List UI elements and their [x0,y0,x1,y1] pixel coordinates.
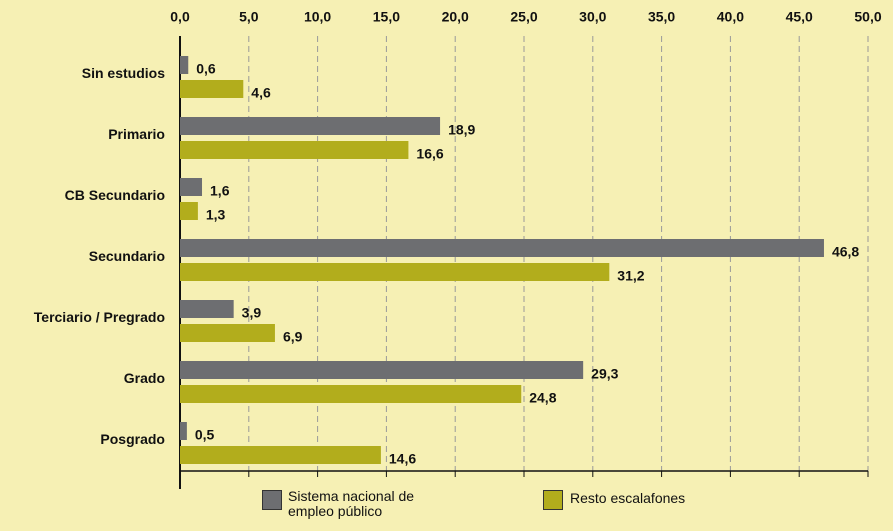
category-label: Grado [124,370,165,386]
x-tick-label: 10,0 [304,9,331,25]
x-tick-label: 20,0 [442,9,469,25]
category-label: Sin estudios [82,65,165,81]
x-tick-label: 40,0 [717,9,744,25]
data-label: 3,9 [242,305,262,321]
bar [180,117,441,135]
x-tick-label: 5,0 [239,9,259,25]
bar [180,300,234,318]
bar [180,239,824,257]
data-label: 1,6 [210,183,230,199]
data-label: 14,6 [389,451,416,467]
bar [180,361,584,379]
data-label: 1,3 [206,207,226,223]
x-tick-label: 25,0 [510,9,537,25]
data-label: 6,9 [283,329,303,345]
data-label: 29,3 [591,366,618,382]
bar [180,446,381,464]
bar [180,141,409,159]
bar [180,263,610,281]
bar [180,80,244,98]
legend-swatch [543,490,563,510]
bar [180,324,275,342]
category-label: Secundario [89,248,165,264]
bar [180,385,522,403]
legend-swatch [262,490,282,510]
x-tick-label: 50,0 [854,9,881,25]
x-tick-label: 30,0 [579,9,606,25]
x-tick-label: 45,0 [786,9,813,25]
category-label: Terciario / Pregrado [34,309,165,325]
data-label: 4,6 [251,85,271,101]
legend-label: Sistema nacional de empleo público [288,488,415,519]
bar [180,422,187,440]
data-label: 24,8 [529,390,556,406]
category-label: Primario [108,126,165,142]
legend-label: Resto escalafones [570,490,686,506]
data-label: 31,2 [617,268,644,284]
category-label: CB Secundario [65,187,165,203]
bar [180,178,203,196]
data-label: 18,9 [448,122,475,138]
bar [180,56,189,74]
x-tick-label: 35,0 [648,9,675,25]
x-tick-label: 0,0 [170,9,190,25]
category-label: Posgrado [100,431,165,447]
data-label: 0,6 [196,61,216,77]
data-label: 46,8 [832,244,859,260]
bar [180,202,198,220]
data-label: 0,5 [195,427,215,443]
x-tick-label: 15,0 [373,9,400,25]
data-label: 16,6 [416,146,443,162]
